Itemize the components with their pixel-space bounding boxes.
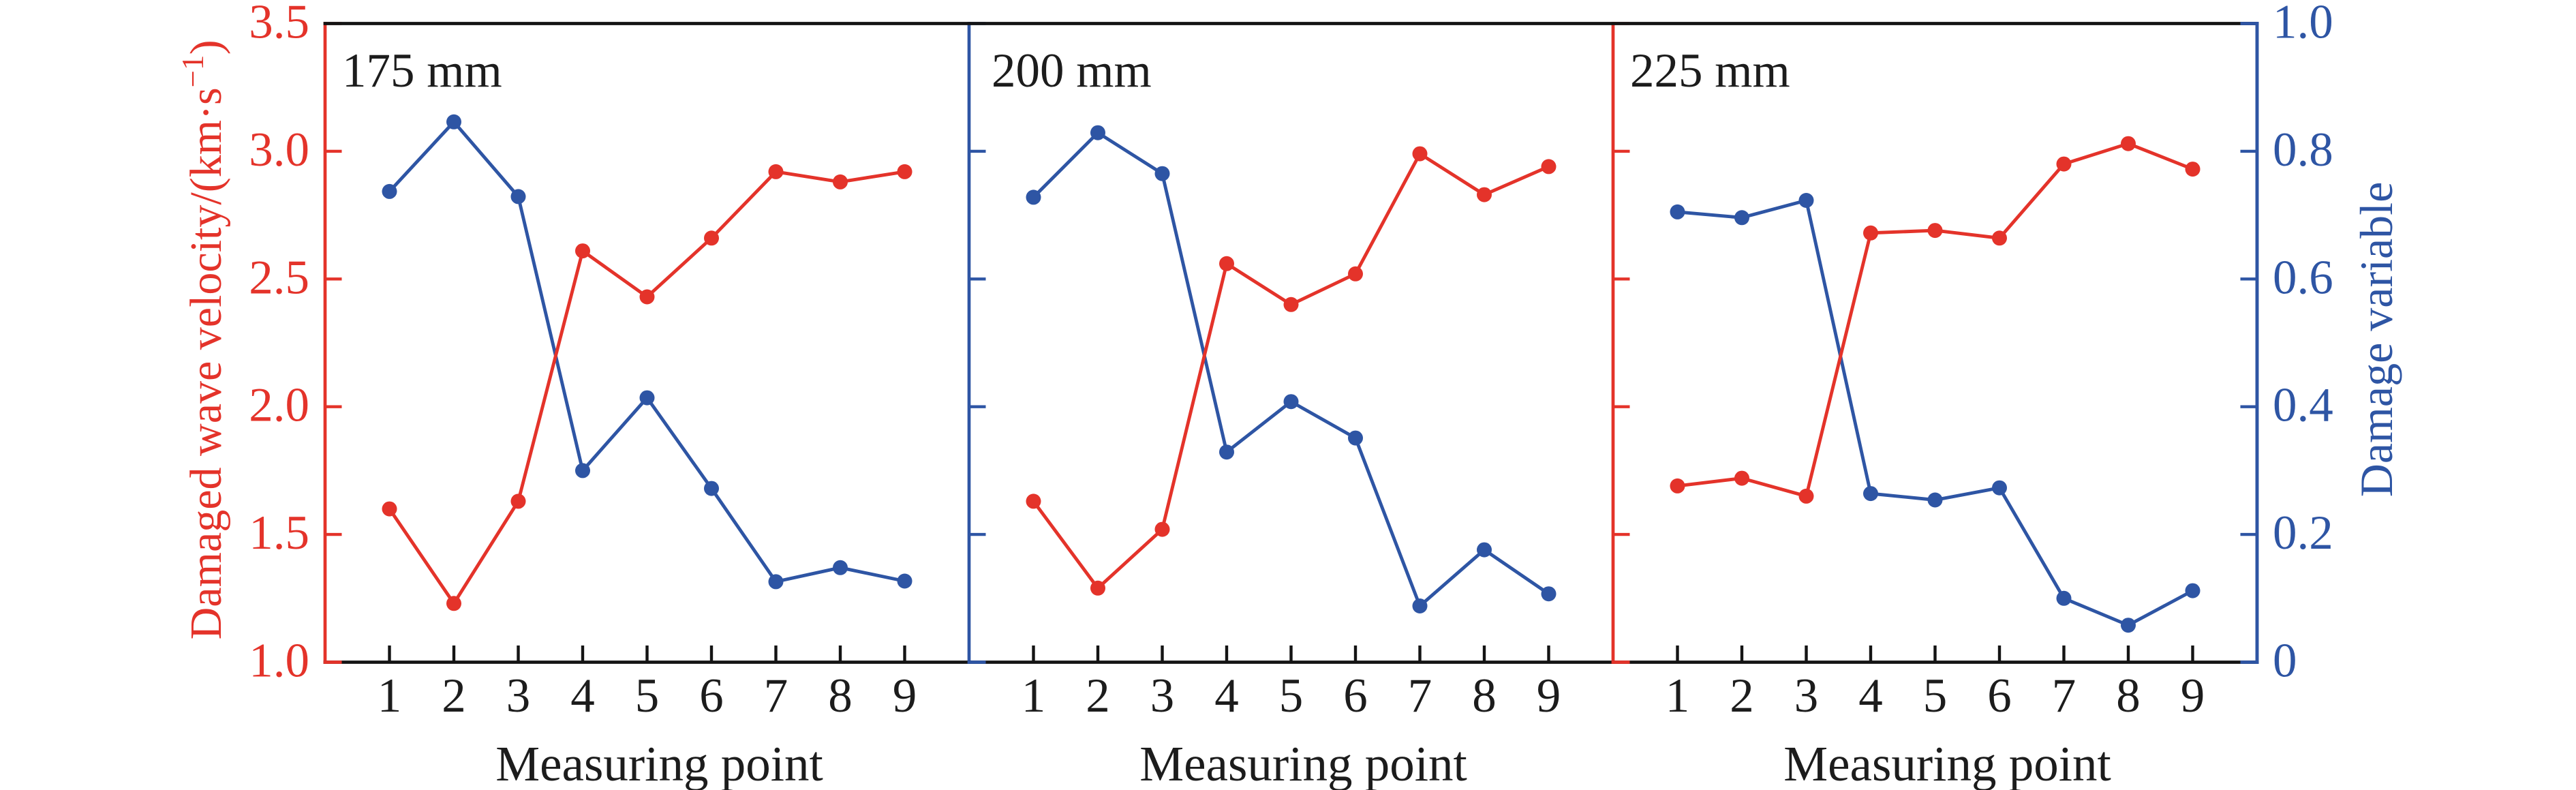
svg-text:3.5: 3.5 xyxy=(249,0,309,49)
svg-text:Damage variable: Damage variable xyxy=(2350,182,2402,498)
svg-text:4: 4 xyxy=(1858,669,1883,723)
svg-text:0.8: 0.8 xyxy=(2273,123,2333,177)
svg-text:2.0: 2.0 xyxy=(249,379,309,432)
svg-text:8: 8 xyxy=(2116,669,2141,723)
svg-text:3: 3 xyxy=(1150,669,1175,723)
svg-text:4: 4 xyxy=(570,669,595,723)
svg-text:8: 8 xyxy=(1472,669,1497,723)
svg-text:2: 2 xyxy=(1086,669,1110,723)
svg-text:1.5: 1.5 xyxy=(249,506,309,560)
svg-text:0.2: 0.2 xyxy=(2273,506,2333,560)
svg-text:7: 7 xyxy=(2052,669,2076,723)
svg-text:6: 6 xyxy=(1987,669,2012,723)
svg-text:6: 6 xyxy=(699,669,724,723)
svg-text:0.4: 0.4 xyxy=(2273,379,2333,432)
svg-text:Measuring point: Measuring point xyxy=(495,736,823,790)
svg-text:7: 7 xyxy=(1408,669,1432,723)
svg-text:6: 6 xyxy=(1343,669,1368,723)
svg-text:1.0: 1.0 xyxy=(2273,0,2333,49)
svg-text:2.5: 2.5 xyxy=(249,251,309,304)
svg-text:1: 1 xyxy=(1666,669,1690,723)
svg-text:7: 7 xyxy=(764,669,788,723)
svg-text:4: 4 xyxy=(1214,669,1239,723)
svg-text:Measuring point: Measuring point xyxy=(1139,736,1467,790)
svg-text:2: 2 xyxy=(1730,669,1754,723)
svg-text:0: 0 xyxy=(2273,635,2297,688)
svg-text:175 mm: 175 mm xyxy=(342,44,502,97)
svg-text:Damaged wave velocity/(km·s−1): Damaged wave velocity/(km·s−1) xyxy=(176,40,231,639)
svg-text:3: 3 xyxy=(1794,669,1819,723)
svg-text:5: 5 xyxy=(635,669,660,723)
svg-text:1: 1 xyxy=(378,669,402,723)
svg-text:1: 1 xyxy=(1022,669,1046,723)
svg-text:8: 8 xyxy=(828,669,853,723)
svg-text:Measuring point: Measuring point xyxy=(1783,736,2111,790)
svg-text:9: 9 xyxy=(893,669,917,723)
svg-text:200 mm: 200 mm xyxy=(992,44,1152,97)
svg-text:1.0: 1.0 xyxy=(249,635,309,688)
svg-text:9: 9 xyxy=(2181,669,2205,723)
svg-text:9: 9 xyxy=(1537,669,1561,723)
svg-text:0.6: 0.6 xyxy=(2273,251,2333,304)
svg-text:3: 3 xyxy=(506,669,531,723)
svg-text:2: 2 xyxy=(442,669,466,723)
svg-text:5: 5 xyxy=(1279,669,1304,723)
svg-text:5: 5 xyxy=(1923,669,1948,723)
svg-text:225 mm: 225 mm xyxy=(1630,44,1790,97)
svg-text:3.0: 3.0 xyxy=(249,123,309,177)
